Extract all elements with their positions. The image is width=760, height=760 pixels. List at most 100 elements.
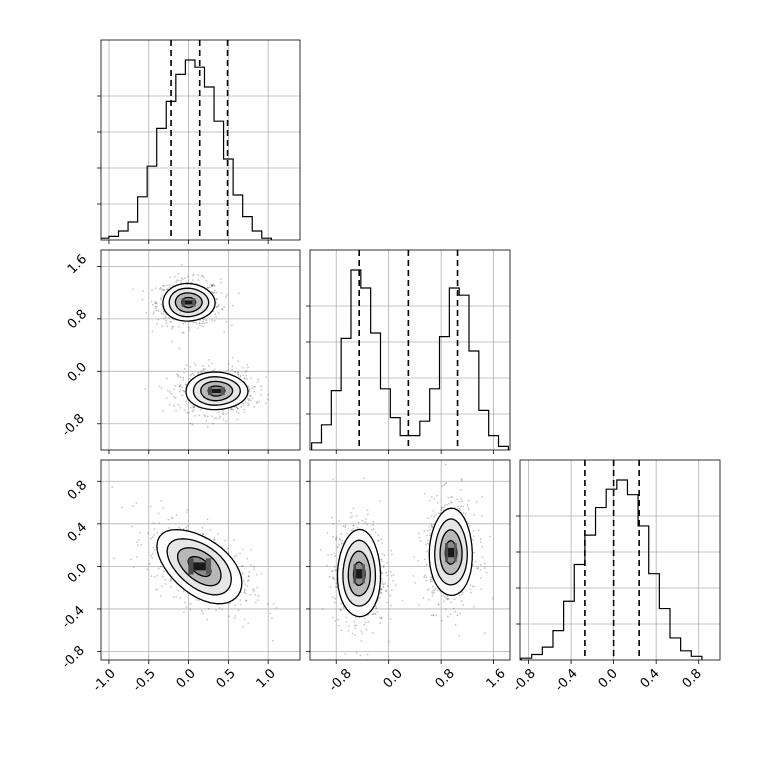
scatter-point	[168, 320, 171, 323]
scatter-point	[483, 632, 486, 634]
scatter-point	[232, 409, 235, 411]
scatter-point	[460, 488, 463, 491]
scatter-point	[175, 281, 178, 283]
panel-hist-p0	[97, 39, 301, 244]
scatter-point	[449, 613, 452, 616]
scatter-point	[444, 463, 447, 466]
scatter-point	[207, 358, 210, 361]
scatter-point	[160, 288, 163, 291]
scatter-point	[231, 369, 234, 371]
scatter-point	[142, 289, 145, 292]
scatter-point	[340, 533, 343, 536]
scatter-point	[213, 539, 216, 541]
scatter-point	[363, 623, 366, 626]
scatter-point	[462, 603, 465, 606]
scatter-point	[189, 366, 192, 368]
scatter-point	[248, 390, 251, 393]
scatter-point	[385, 601, 388, 604]
scatter-point	[379, 622, 382, 624]
histogram-step-line	[520, 479, 703, 660]
scatter-point	[155, 309, 158, 312]
scatter-point	[467, 499, 470, 502]
scatter-point	[248, 397, 251, 400]
scatter-point	[440, 509, 443, 511]
panel-hist-p1	[306, 249, 511, 454]
scatter-point	[157, 318, 160, 321]
scatter-point	[191, 410, 194, 413]
scatter-point	[243, 377, 245, 379]
scatter-point	[202, 612, 204, 615]
scatter-point	[243, 411, 246, 414]
scatter-point	[382, 583, 385, 586]
x-tick-label: 0.5	[214, 666, 239, 691]
scatter-point	[190, 281, 193, 284]
scatter-point	[363, 477, 365, 480]
scatter-point	[255, 573, 258, 576]
scatter-point	[237, 412, 240, 414]
scatter-point	[219, 278, 222, 281]
scatter-point	[445, 503, 448, 506]
scatter-point	[433, 589, 435, 591]
scatter-point	[236, 407, 239, 410]
scatter-point	[160, 298, 162, 301]
scatter-point	[264, 402, 267, 405]
scatter-point	[189, 608, 192, 611]
scatter-point	[260, 572, 263, 575]
density-cell	[362, 564, 365, 584]
scatter-point	[175, 279, 178, 282]
scatter-point	[205, 279, 208, 282]
scatter-point	[247, 399, 250, 402]
scatter-point	[333, 601, 336, 604]
scatter-point	[112, 557, 115, 560]
scatter-point	[338, 624, 341, 627]
scatter-point	[185, 400, 188, 403]
scatter-point	[222, 412, 225, 415]
scatter-point	[382, 564, 385, 567]
scatter-point	[248, 389, 251, 392]
scatter-point	[215, 417, 218, 420]
scatter-point	[234, 370, 236, 373]
scatter-point	[193, 405, 196, 408]
scatter-point	[176, 373, 178, 376]
scatter-point	[213, 283, 215, 286]
scatter-point	[151, 330, 154, 333]
scatter-point	[272, 639, 274, 642]
scatter-point	[259, 393, 262, 396]
scatter-point	[199, 408, 202, 411]
scatter-point	[446, 615, 449, 618]
scatter-point	[231, 408, 233, 411]
scatter-point	[425, 579, 428, 582]
scatter-point	[193, 362, 196, 365]
scatter-point	[236, 418, 239, 421]
scatter-point	[489, 535, 491, 538]
scatter-point	[381, 577, 383, 580]
scatter-point	[353, 624, 356, 627]
scatter-point	[237, 292, 240, 295]
scatter-point	[201, 322, 204, 325]
scatter-point	[166, 325, 169, 327]
scatter-point	[253, 568, 256, 571]
scatter-point	[156, 322, 158, 325]
scatter-point	[366, 523, 368, 526]
scatter-point	[481, 556, 484, 559]
scatter-point	[164, 582, 167, 585]
scatter-point	[181, 394, 184, 397]
scatter-point	[172, 596, 175, 599]
scatter-point	[360, 630, 363, 633]
scatter-point	[327, 553, 329, 556]
scatter-point	[336, 546, 339, 549]
scatter-point	[379, 589, 382, 592]
scatter-point	[198, 324, 201, 327]
scatter-point	[380, 587, 382, 590]
scatter-point	[135, 555, 138, 558]
scatter-point	[326, 564, 328, 567]
scatter-point	[212, 292, 215, 294]
scatter-point	[253, 565, 256, 568]
scatter-point	[374, 531, 377, 534]
scatter-point	[202, 320, 204, 323]
scatter-point	[178, 597, 181, 600]
scatter-point	[233, 539, 235, 542]
scatter-point	[352, 524, 355, 527]
scatter-point	[242, 404, 245, 407]
